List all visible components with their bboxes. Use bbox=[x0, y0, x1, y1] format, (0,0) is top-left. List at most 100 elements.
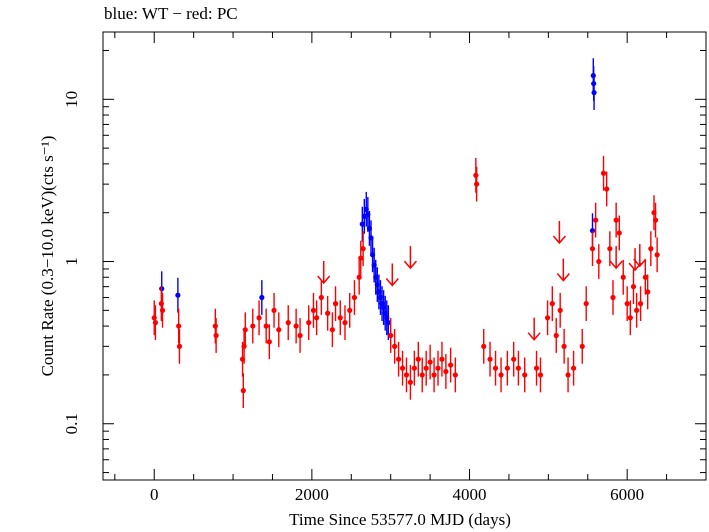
data-point-pc bbox=[561, 343, 567, 349]
data-point-pc bbox=[407, 379, 414, 385]
data-point-pc bbox=[616, 230, 622, 236]
data-point-pc bbox=[637, 301, 644, 307]
data-point-pc bbox=[642, 274, 648, 280]
data-point-pc bbox=[159, 307, 166, 313]
upper-limit-head bbox=[609, 260, 623, 270]
data-point-pc bbox=[351, 294, 358, 301]
x-tick-label: 6000 bbox=[610, 485, 644, 504]
y-tick-label: 1 bbox=[62, 257, 81, 266]
data-point-pc bbox=[176, 323, 182, 329]
data-point-pc bbox=[579, 343, 585, 349]
data-point-pc bbox=[630, 284, 637, 290]
data-point-pc bbox=[395, 356, 402, 362]
data-point-pc bbox=[403, 372, 410, 378]
data-point-pc bbox=[533, 365, 540, 371]
axis-ticks bbox=[103, 32, 707, 480]
upper-limit-arrow bbox=[403, 246, 417, 270]
data-point-pc bbox=[634, 307, 640, 313]
data-point-pc bbox=[522, 372, 528, 378]
upper-limit-arrow bbox=[527, 317, 541, 341]
data-point-pc bbox=[240, 388, 246, 394]
data-point-pc bbox=[411, 365, 417, 371]
x-axis-label: Time Since 53577.0 MJD (days) bbox=[289, 510, 511, 529]
data-point-pc bbox=[310, 307, 317, 313]
data-point-pc bbox=[271, 307, 277, 313]
data-point-pc bbox=[419, 372, 425, 378]
upper-limit-arrow bbox=[556, 258, 570, 282]
data-point-pc bbox=[297, 332, 303, 339]
data-point-pc bbox=[356, 274, 362, 280]
data-point-wt bbox=[591, 90, 597, 96]
upper-limit-arrow bbox=[317, 260, 331, 285]
data-point-pc bbox=[242, 327, 248, 333]
data-point-pc bbox=[399, 365, 406, 371]
data-point-pc bbox=[329, 327, 335, 333]
data-point-pc bbox=[266, 339, 272, 345]
x-tick-label: 4000 bbox=[453, 485, 487, 504]
data-point-wt bbox=[589, 228, 596, 234]
data-point-pc bbox=[152, 320, 159, 326]
data-point-wt bbox=[259, 294, 265, 301]
data-point-pc bbox=[613, 217, 619, 223]
upper-limit-head bbox=[385, 278, 399, 287]
data-point-pc bbox=[492, 365, 499, 371]
data-point-pc bbox=[583, 301, 589, 307]
data-point-pc bbox=[358, 255, 364, 261]
data-point-pc bbox=[388, 332, 394, 339]
data-point-pc bbox=[570, 365, 577, 371]
data-point-pc bbox=[537, 372, 544, 378]
data-point-pc bbox=[544, 315, 551, 321]
data-point-wt bbox=[175, 292, 181, 298]
data-point-pc bbox=[415, 356, 421, 362]
upper-limit-arrow bbox=[633, 244, 647, 268]
data-point-pc bbox=[620, 274, 626, 280]
upper-limit-head bbox=[317, 275, 331, 285]
y-axis-label: Count Rate (0.3−10.0 keV)(cts s⁻¹) bbox=[38, 136, 57, 377]
data-point-pc bbox=[589, 246, 596, 252]
data-point-pc bbox=[435, 365, 441, 371]
data-point-pc bbox=[596, 258, 602, 265]
data-point-pc bbox=[600, 170, 607, 176]
data-point-pc bbox=[607, 246, 613, 252]
data-point-pc bbox=[306, 320, 312, 326]
upper-limit-head bbox=[552, 235, 566, 245]
data-point-pc bbox=[474, 181, 480, 187]
data-point-pc bbox=[593, 217, 599, 223]
data-point-wt bbox=[385, 320, 391, 326]
data-point-pc bbox=[487, 356, 493, 362]
data-point-pc bbox=[212, 323, 218, 329]
data-point-pc bbox=[360, 246, 366, 252]
data-point-pc bbox=[439, 356, 445, 362]
data-point-pc bbox=[325, 310, 331, 316]
data-point-pc bbox=[511, 356, 517, 362]
data-point-pc bbox=[423, 365, 429, 371]
data-point-pc bbox=[176, 343, 183, 349]
data-point-pc bbox=[557, 307, 563, 313]
data-point-pc bbox=[285, 320, 291, 326]
upper-limit-head bbox=[556, 273, 570, 282]
upper-limit-head bbox=[633, 258, 647, 268]
data-point-pc bbox=[213, 332, 219, 339]
data-point-pc bbox=[473, 172, 479, 178]
upper-limit-arrow bbox=[609, 246, 623, 270]
data-point-pc bbox=[293, 323, 299, 329]
data-point-pc bbox=[342, 320, 348, 326]
data-point-pc bbox=[452, 372, 458, 378]
upper-limit-head bbox=[527, 332, 541, 341]
data-point-pc bbox=[604, 186, 610, 192]
y-tick-label: 10 bbox=[62, 91, 81, 108]
data-point-pc bbox=[553, 332, 559, 339]
data-point-pc bbox=[481, 343, 487, 349]
data-point-pc bbox=[276, 327, 282, 333]
data-point-pc bbox=[263, 323, 269, 329]
data-point-pc bbox=[610, 294, 616, 301]
data-point-pc bbox=[318, 294, 324, 301]
data-point-pc bbox=[448, 362, 454, 368]
data-point-pc bbox=[332, 301, 339, 307]
plot-frame bbox=[102, 31, 707, 481]
data-point-pc bbox=[549, 301, 555, 307]
data-point-pc bbox=[392, 343, 398, 349]
y-tick-label: 0.1 bbox=[62, 413, 81, 434]
data-point-pc bbox=[256, 315, 262, 321]
